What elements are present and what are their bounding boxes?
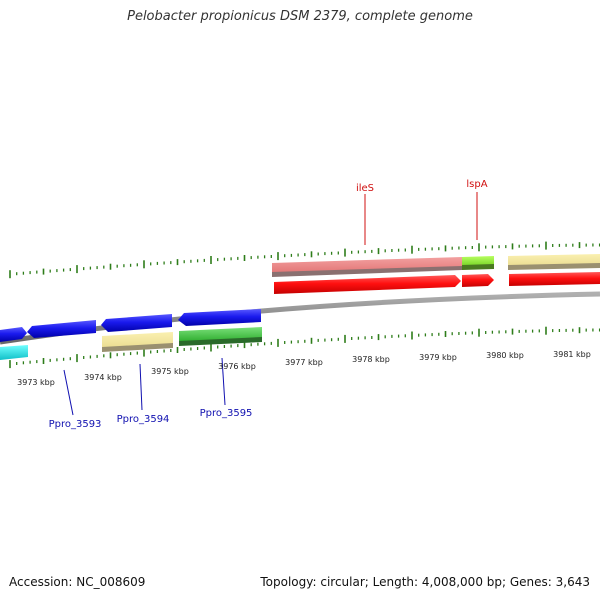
accession-text: Accession: NC_008609: [9, 575, 146, 589]
gene-reverse-blue-2: [101, 314, 172, 332]
lower-tick-marks: [9, 326, 600, 369]
gene-reverse-blue-1: [27, 320, 96, 338]
leader-Ppro_3593: [63, 369, 74, 416]
gene-forward-red-arrow: [509, 272, 600, 286]
upper-tick-marks: [9, 241, 600, 279]
gene-reverse-green-shadow: [179, 337, 262, 346]
gene-forward-yellow-shadow: [508, 263, 600, 270]
genome-backbone: [0, 291, 600, 345]
map-title: Pelobacter propionicus DSM 2379, complet…: [127, 9, 473, 24]
leader-Ppro_3595: [221, 357, 226, 406]
gene-reverse-cyan: [0, 345, 28, 360]
gene-lspA-arrow: [462, 274, 494, 287]
gene-reverse-yellow-shadow: [102, 343, 173, 352]
gene-labels: ileS lspA Ppro_3593 Ppro_3594 Ppro_3595: [49, 179, 488, 430]
scale-label: 3976 kbp: [218, 362, 256, 371]
scale-label: 3979 kbp: [419, 353, 457, 362]
scale-label: 3980 kbp: [486, 351, 524, 360]
scale-label: 3977 kbp: [285, 358, 323, 367]
gene-label-Ppro_3593: Ppro_3593: [49, 419, 102, 430]
gene-label-leaders: [63, 192, 478, 416]
scale-label: 3973 kbp: [17, 378, 55, 387]
forward-strand-features: [272, 254, 600, 294]
gene-label-Ppro_3595: Ppro_3595: [200, 408, 253, 419]
gene-ileS-arrow: [274, 275, 461, 294]
gene-lspA-bar-shadow: [462, 264, 494, 270]
gene-reverse-blue-3: [178, 309, 261, 326]
genome-summary-text: Topology: circular; Length: 4,008,000 bp…: [260, 575, 590, 589]
scale-label: 3981 kbp: [553, 350, 591, 359]
scale-label: 3975 kbp: [151, 367, 189, 376]
reverse-strand-features: [0, 309, 262, 360]
scale-label: 3974 kbp: [84, 373, 122, 382]
gene-reverse-blue-left: [0, 327, 27, 342]
scale-labels: 3973 kbp 3974 kbp 3975 kbp 3976 kbp 3977…: [17, 350, 591, 387]
gene-label-Ppro_3594: Ppro_3594: [117, 414, 170, 425]
gene-ileS-bar-shadow: [272, 266, 462, 277]
scale-label: 3978 kbp: [352, 355, 390, 364]
gene-label-lspA: lspA: [466, 179, 487, 190]
leader-Ppro_3594: [139, 363, 143, 411]
gene-label-ileS: ileS: [356, 183, 374, 194]
